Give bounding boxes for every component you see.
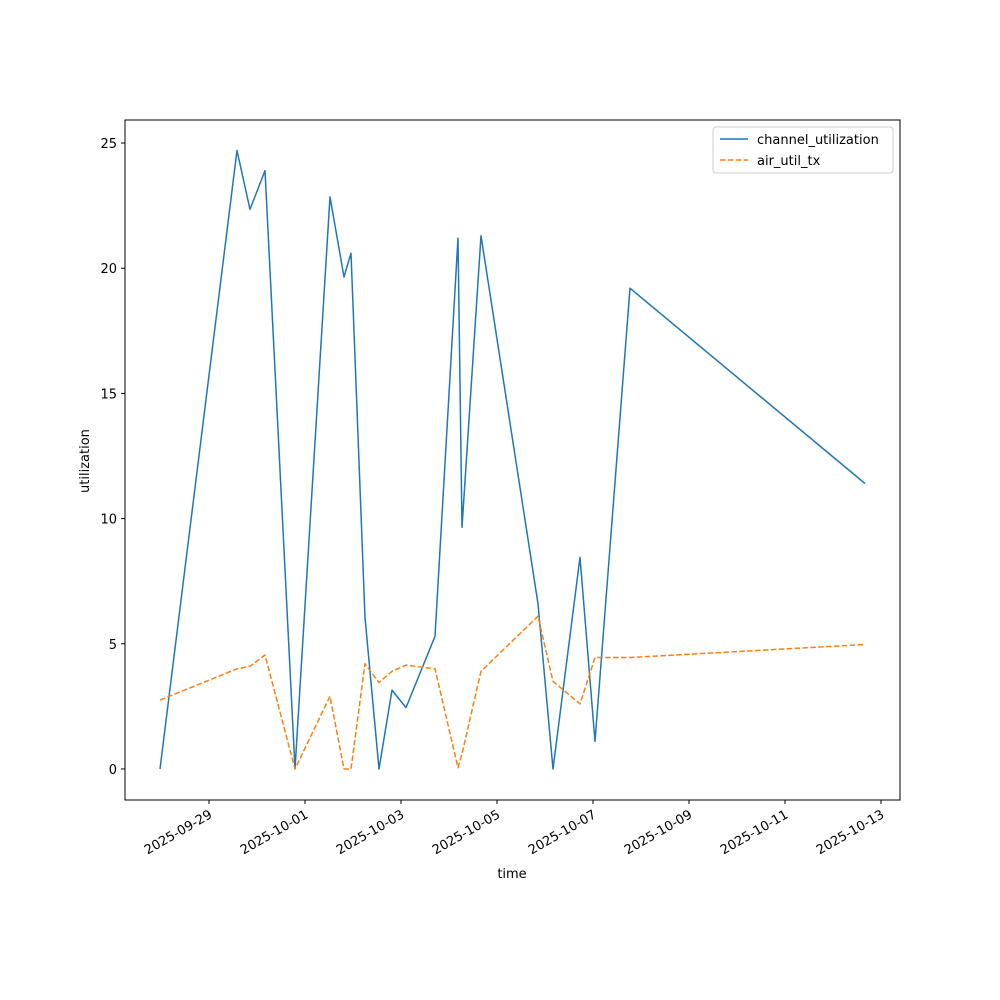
data-point-channel-utilization (457, 237, 459, 239)
data-point-air-util-tx (480, 671, 482, 673)
data-point-channel-utilization (594, 741, 596, 743)
data-point-air-util-tx (405, 664, 407, 666)
x-tick-label: 2025-10-05 (430, 807, 503, 858)
x-tick-label: 2025-10-11 (718, 807, 791, 858)
data-point-channel-utilization (864, 483, 866, 485)
data-point-channel-utilization (461, 527, 463, 529)
data-point-air-util-tx (364, 663, 366, 665)
x-axis-label: time (497, 867, 526, 882)
x-tick-label: 2025-10-13 (814, 807, 887, 858)
y-tick-label: 25 (100, 137, 117, 152)
y-tick-label: 15 (100, 387, 117, 402)
data-point-air-util-tx (329, 696, 331, 698)
data-point-channel-utilization (579, 557, 581, 559)
data-point-channel-utilization (480, 235, 482, 237)
x-tick-label: 2025-10-03 (334, 807, 407, 858)
legend-label-channel-utilization: channel_utilization (757, 133, 879, 148)
data-point-channel-utilization (264, 170, 266, 172)
y-tick-label: 5 (109, 638, 117, 653)
data-point-channel-utilization (350, 252, 352, 254)
data-point-channel-utilization (249, 209, 251, 211)
x-tick-label: 2025-10-09 (622, 807, 695, 858)
series-line-channel-utilization (159, 149, 866, 770)
data-point-air-util-tx (294, 768, 296, 770)
data-point-channel-utilization (537, 603, 539, 605)
data-point-channel-utilization (405, 707, 407, 709)
x-tick-label: 2025-10-07 (526, 807, 599, 858)
data-point-channel-utilization (378, 768, 380, 770)
data-point-channel-utilization (236, 150, 238, 152)
data-point-air-util-tx (249, 666, 251, 668)
y-tick-label: 0 (109, 763, 117, 778)
data-point-air-util-tx (343, 768, 345, 770)
data-point-air-util-tx (594, 657, 596, 659)
data-point-air-util-tx (864, 644, 866, 646)
y-tick-label: 20 (100, 262, 117, 277)
data-point-air-util-tx (159, 699, 161, 701)
x-tick-label: 2025-10-01 (238, 807, 311, 858)
data-point-channel-utilization (343, 276, 345, 278)
data-point-air-util-tx (537, 615, 539, 617)
data-point-air-util-tx (378, 682, 380, 684)
data-point-air-util-tx (264, 654, 266, 656)
data-point-channel-utilization (329, 196, 331, 198)
y-tick-label: 10 (100, 513, 117, 528)
series-line-air-util-tx (159, 615, 866, 770)
data-point-air-util-tx (391, 671, 393, 673)
y-axis-label: utilization (78, 429, 93, 493)
data-point-air-util-tx (350, 768, 352, 770)
legend: channel_utilization air_util_tx (712, 126, 894, 174)
data-point-channel-utilization (629, 287, 631, 289)
legend-box (712, 126, 894, 174)
legend-label-air-util-tx: air_util_tx (757, 154, 821, 169)
plot-frame (124, 119, 901, 801)
data-point-channel-utilization (434, 635, 436, 637)
x-tick-label: 2025-09-29 (142, 807, 215, 858)
data-point-channel-utilization (159, 768, 161, 770)
data-point-air-util-tx (461, 753, 463, 755)
data-point-air-util-tx (236, 668, 238, 670)
data-point-channel-utilization (552, 768, 554, 770)
data-point-channel-utilization (364, 617, 366, 619)
data-point-air-util-tx (434, 668, 436, 670)
data-point-air-util-tx (629, 657, 631, 659)
data-point-air-util-tx (579, 703, 581, 705)
data-point-channel-utilization (391, 689, 393, 691)
data-point-air-util-tx (457, 767, 459, 769)
data-point-air-util-tx (552, 681, 554, 683)
